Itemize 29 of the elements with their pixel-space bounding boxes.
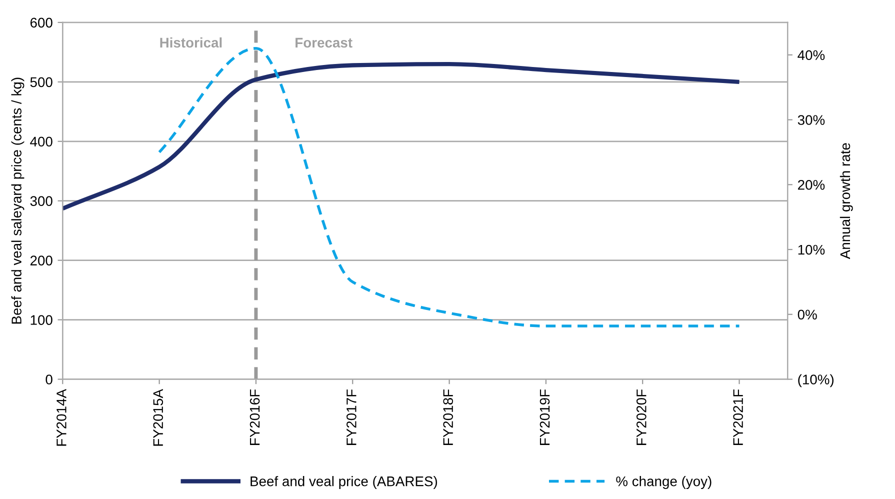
x-tick-label: FY2015A: [153, 388, 164, 446]
y-tick-label: 300: [30, 196, 52, 206]
y-tick-label: 100: [30, 315, 52, 325]
y2-tick-label: 10%: [798, 244, 825, 255]
x-tick-label: FY2019F: [540, 390, 550, 445]
y-tick-label: 0: [46, 374, 52, 384]
y2-tick-label: 30%: [798, 115, 825, 125]
y-axis-title: Beef and veal saleyard price (cents / kg): [11, 78, 24, 324]
y2-tick-label: (10%): [798, 374, 834, 388]
annotation: Forecast: [296, 38, 352, 48]
x-tick-label: FY2021F: [733, 390, 743, 445]
y-tick-label: 200: [30, 256, 52, 266]
y-tick-label: 600: [30, 18, 52, 28]
annotation: Historical: [160, 37, 222, 48]
x-tick-label: FY2016F: [250, 390, 260, 445]
legend-label: Beef and veal price (ABARES): [250, 476, 438, 489]
x-tick-label: FY2018F: [443, 390, 454, 445]
x-tick-label: FY2014A: [56, 388, 66, 446]
y2-tick-label: 20%: [798, 180, 825, 190]
y-tick-label: 400: [30, 136, 52, 147]
y2-axis-title: Annual growth rate: [840, 143, 853, 260]
y2-tick-label: 0%: [798, 310, 817, 320]
x-tick-label: FY2020F: [636, 390, 646, 445]
y2-tick-label: 40%: [798, 50, 825, 60]
y-tick-label: 500: [30, 77, 52, 88]
x-tick-label: FY2017F: [346, 390, 356, 445]
line-series: [158, 47, 741, 328]
legend-label: % change (yoy): [616, 476, 712, 489]
line-series: [62, 62, 742, 211]
